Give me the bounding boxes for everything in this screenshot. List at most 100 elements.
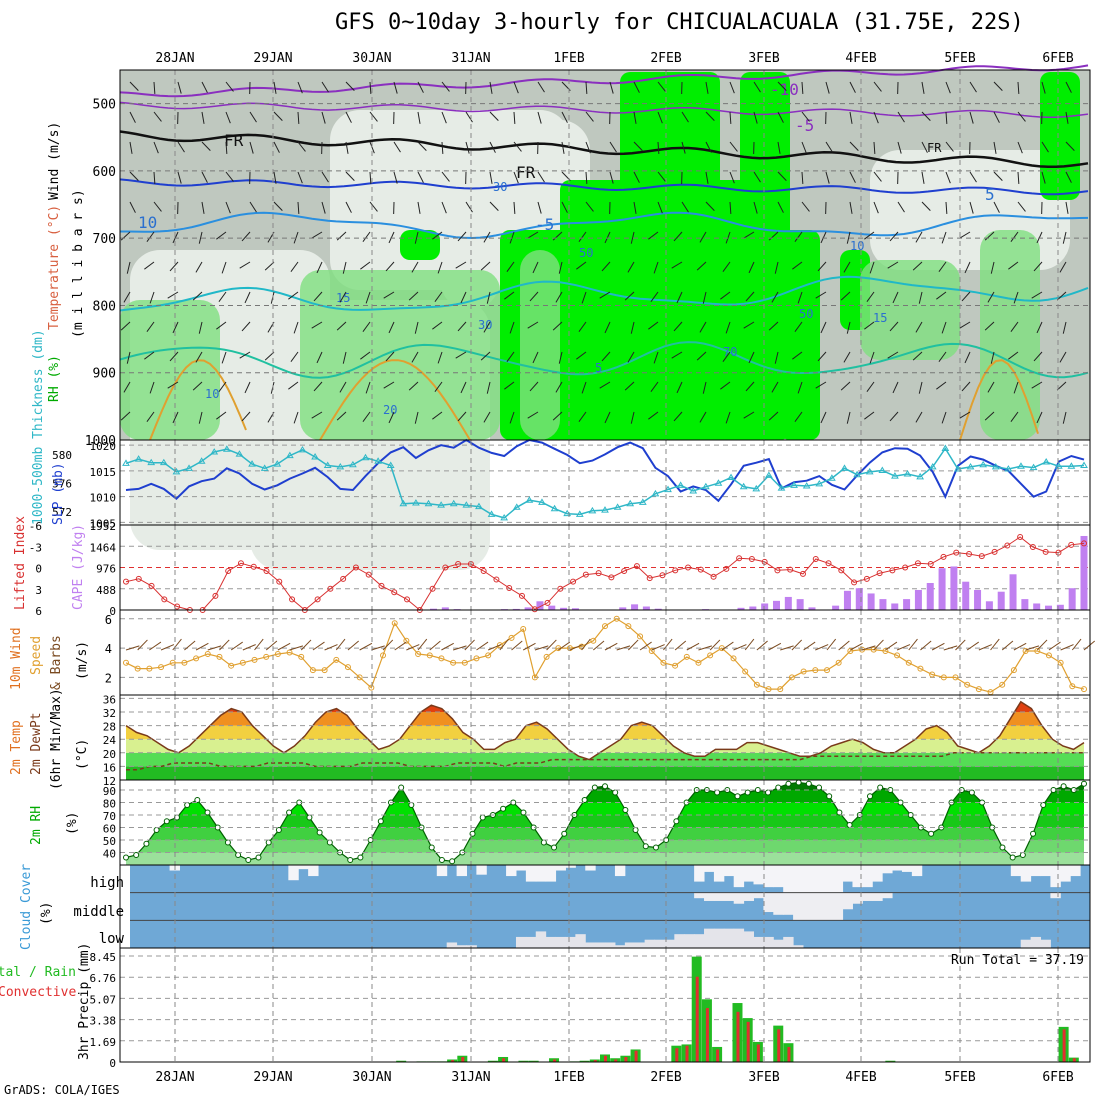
rh-marker (806, 781, 811, 786)
temp-band (120, 766, 1090, 780)
rh-marker (817, 785, 822, 790)
date-label-bottom: 29JAN (253, 1070, 292, 1085)
rh-marker (613, 790, 618, 795)
rh-marker (929, 831, 934, 836)
wind-barb (815, 645, 828, 650)
cloud-low-bar (536, 931, 546, 948)
cloud-mid-bar (744, 893, 754, 901)
cloud-unit-label: (%) (39, 902, 54, 925)
cloud-high-bar (862, 865, 872, 887)
wind-barb (184, 641, 195, 650)
rh-marker (776, 785, 781, 790)
rh-marker (1020, 853, 1025, 858)
cape-bar (761, 603, 768, 610)
cloud-high-bar (783, 865, 793, 893)
cape-legend: Lifted Index (13, 516, 28, 610)
wind-barb (967, 642, 979, 650)
cloud-mid-bar (843, 893, 853, 910)
precip-tick-label: 8.45 (90, 951, 117, 964)
cape-bar (631, 604, 638, 610)
cloud-high-bar (714, 865, 724, 882)
rh-marker (847, 823, 852, 828)
rh-marker (1000, 845, 1005, 850)
cloud-high-bar (1050, 865, 1060, 887)
cape-bar (785, 597, 792, 610)
date-label-top: 3FEB (748, 51, 779, 66)
date-label-top: 31JAN (451, 51, 490, 66)
lifted-index-tick-label: -6 (29, 520, 42, 533)
precip-convective-bar (675, 1048, 678, 1062)
rh-marker (399, 785, 404, 790)
rh-marker (317, 830, 322, 835)
date-label-top: 28JAN (155, 51, 194, 66)
temp-tick-label: 28 (103, 721, 116, 734)
cloud-mid-bar (862, 893, 872, 901)
cloud-high-bar (298, 865, 308, 869)
date-label-top: 1FEB (553, 51, 584, 66)
cloud-high-bar (1070, 865, 1080, 876)
temp-tick-label: 20 (103, 748, 116, 761)
wind-barb (441, 643, 453, 650)
precip-convective-bar (1073, 1058, 1076, 1062)
cape-bar (1069, 588, 1076, 610)
rh-marker (674, 819, 679, 824)
wind-barb (418, 639, 427, 650)
wind-unit-label: (m/s) (75, 641, 90, 680)
rh-marker (1031, 831, 1036, 836)
wind-barb (243, 645, 256, 650)
wind-barb (769, 643, 781, 650)
rh-tick-label: 90 (103, 785, 116, 798)
cloud-high-bar (744, 865, 754, 882)
rh-marker (623, 808, 628, 813)
cloud-legend: Cloud Cover (19, 864, 34, 950)
precip-convective-bar (736, 1012, 739, 1062)
cloud-low-bar (773, 940, 783, 948)
cloud-low-bar (605, 942, 615, 948)
date-label-bottom: 5FEB (944, 1070, 975, 1085)
rh-high-patch (780, 230, 820, 440)
wind-barb (219, 640, 229, 650)
wind-barb (1061, 645, 1074, 650)
cloud-high-bar (1011, 865, 1021, 876)
cloud-mid-bar (803, 893, 813, 921)
wind-barb (512, 641, 523, 650)
rh-marker (195, 798, 200, 803)
rh-marker (378, 819, 383, 824)
cloud-low-bar (556, 937, 566, 948)
lifted-index-tick-label: -3 (29, 541, 42, 554)
wind-barbs-label: & Barbs (49, 635, 64, 690)
cloud-bg (130, 865, 1090, 948)
precip-convective-bar (1063, 1029, 1066, 1062)
cloud-low-bar (1041, 940, 1051, 948)
contour-label: 15 (873, 311, 887, 325)
cloud-high-bar (506, 865, 516, 876)
rh-tick-label: 60 (103, 823, 116, 836)
precip-tick-label: 0 (109, 1057, 116, 1070)
precip-convective-bar (686, 1046, 689, 1062)
cloud-low-bar (714, 929, 724, 948)
contour-label: 15 (336, 291, 350, 305)
precip-tick-label: 6.76 (90, 972, 117, 985)
rh-unit-label: (%) (65, 812, 80, 835)
cape-bar (879, 599, 886, 610)
rh-marker (266, 840, 271, 845)
rh-marker (837, 810, 842, 815)
rh-mid-patch (120, 300, 220, 440)
rh-high-patch (1040, 72, 1080, 200)
rh-marker (980, 800, 985, 805)
cloud-low-bar (645, 940, 655, 948)
temp-tick-label: 32 (103, 707, 116, 720)
rh-marker (154, 828, 159, 833)
cloud-mid-bar (882, 893, 892, 899)
cloud-mid-bar (724, 893, 734, 901)
wind-barb (734, 645, 747, 650)
wind-barb (406, 645, 419, 650)
date-label-bottom: 31JAN (451, 1070, 490, 1085)
wind-legend3: & Barbs (49, 635, 64, 690)
cape-bar (939, 568, 946, 610)
lifted-index-label: Lifted Index (13, 516, 28, 610)
cape-bar (749, 607, 756, 610)
temp-tick-label: 24 (103, 734, 117, 747)
cloud-mid-bar (714, 893, 724, 901)
temp-band (120, 739, 1090, 753)
